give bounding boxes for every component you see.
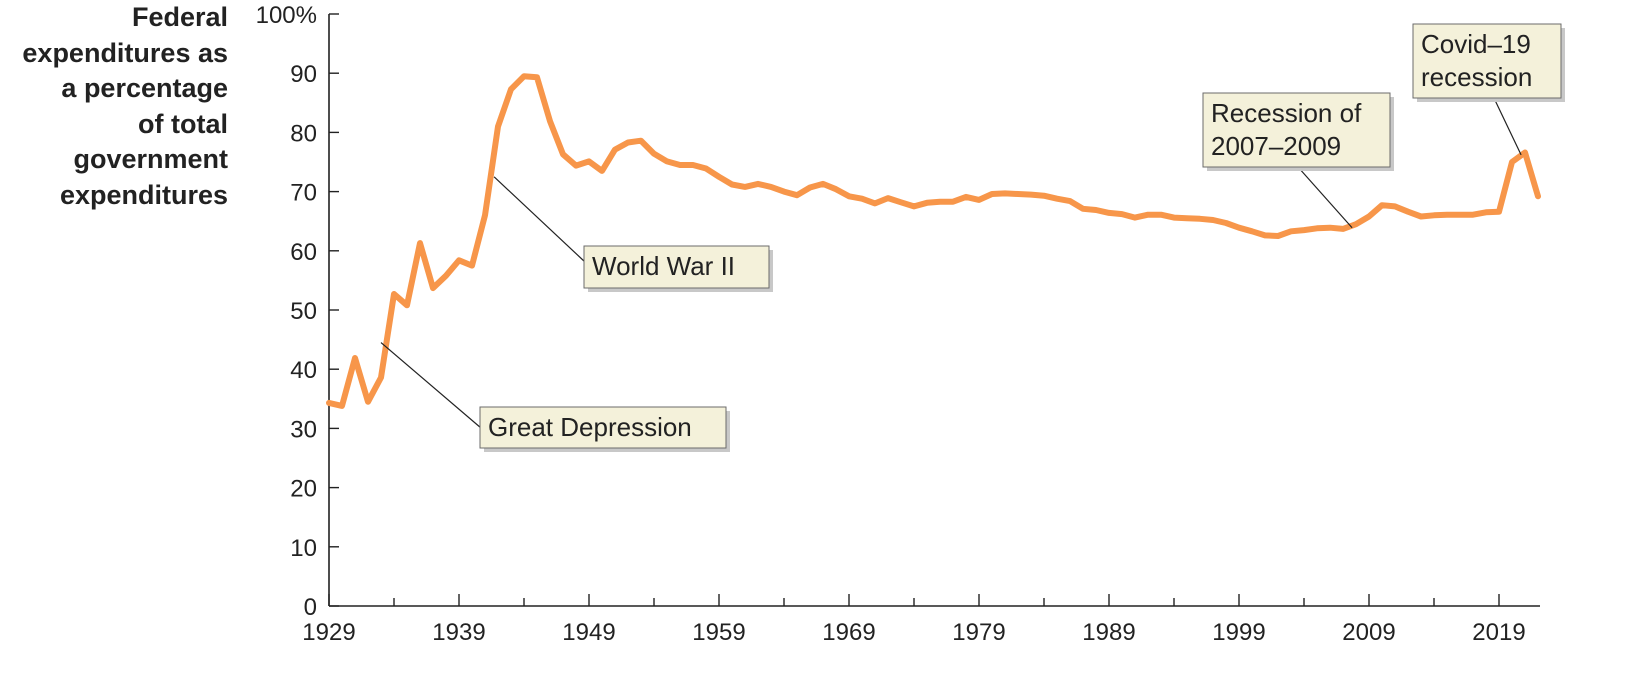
x-tick-label: 2019 (1472, 619, 1525, 646)
annotation-callout: World War II (493, 176, 773, 292)
y-axis-title-line: expenditures (59, 179, 228, 210)
annotation-box (479, 406, 727, 449)
annotation-layer: Great Depression World War II Recession of… (380, 23, 1565, 452)
y-axis-title-line: of total (138, 108, 228, 139)
annotation-label: World War II (592, 251, 735, 281)
y-tick-label: 90 (290, 61, 317, 88)
y-tick-label: 20 (290, 476, 317, 503)
annotation-label: Recession of (1211, 98, 1362, 128)
annotation-leader-line (1297, 166, 1353, 229)
x-tick-label: 1979 (952, 619, 1005, 646)
x-tick-label: 1929 (302, 619, 355, 646)
y-tick-label: 60 (290, 239, 317, 266)
x-tick-label: 1969 (822, 619, 875, 646)
x-tick-label: 1999 (1212, 619, 1265, 646)
annotation-box (1412, 23, 1562, 99)
y-tick-label: 100% (256, 2, 317, 29)
y-tick-label: 70 (290, 180, 317, 207)
x-tick-label: 2009 (1342, 619, 1395, 646)
y-axis-title: Federal expenditures as a percentage of … (0, 0, 228, 214)
x-tick-label: 1939 (432, 619, 485, 646)
y-axis-title-line: government (73, 144, 228, 175)
x-tick-label: 1959 (692, 619, 745, 646)
annotation-label: 2007–2009 (1211, 131, 1341, 161)
axes: 0 10 20 30 40 50 60 70 80 90 100% 1929 1939 1949 1959 1… (256, 2, 1540, 646)
annotation-label: Great Depression (488, 412, 692, 442)
annotation-label: Covid–19 (1421, 29, 1531, 59)
annotation-label: recession (1421, 62, 1532, 92)
y-axis-title-line: a percentage (61, 73, 228, 104)
y-tick-label: 40 (290, 357, 317, 384)
annotation-box (1202, 92, 1391, 168)
annotation-leader-line (493, 176, 586, 263)
y-tick-label: 0 (304, 594, 317, 621)
y-tick-label: 10 (290, 535, 317, 562)
y-axis-title-line: Federal (131, 2, 228, 32)
y-axis-title-line: expenditures as (22, 37, 228, 68)
x-tick-label: 1949 (562, 619, 615, 646)
annotation-callout: Great Depression (380, 342, 730, 452)
y-tick-label: 50 (290, 298, 317, 325)
annotation-leader-line (1492, 95, 1522, 156)
y-tick-label: 80 (290, 120, 317, 147)
series-layer (326, 73, 1541, 409)
y-tick-label: 30 (290, 416, 317, 443)
annotation-leader-line (380, 342, 482, 429)
series-line (326, 73, 1541, 409)
annotation-box (583, 245, 770, 289)
x-tick-label: 1989 (1082, 619, 1135, 646)
